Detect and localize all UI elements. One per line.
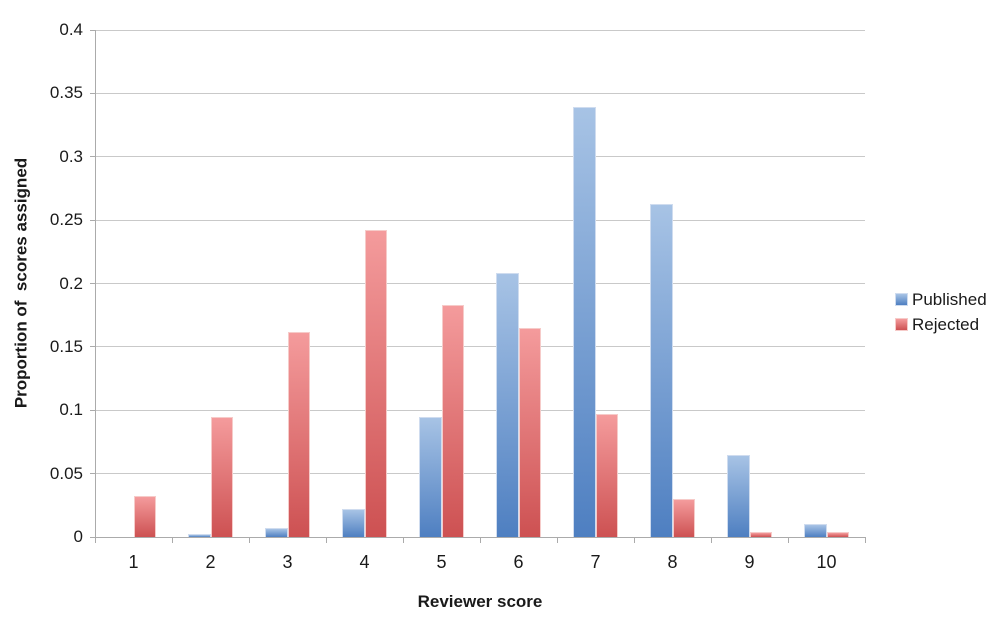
x-axis-tick <box>325 537 327 543</box>
x-axis-tick-label: 10 <box>816 552 837 572</box>
x-axis-tick <box>633 537 635 543</box>
y-axis-title: Proportion of scores assigned <box>11 157 31 409</box>
y-axis-tick <box>90 409 95 411</box>
bar-rejected-score-5 <box>441 305 464 537</box>
bar-published-score-5 <box>419 416 442 537</box>
y-axis-tick-label: 0 <box>73 527 83 546</box>
legend: Published Rejected <box>895 287 987 337</box>
x-axis-tick <box>171 537 173 543</box>
y-axis-tick <box>90 536 95 538</box>
x-axis-tick-label: 7 <box>590 552 601 572</box>
y-axis-tick <box>90 156 95 158</box>
legend-item-rejected: Rejected <box>895 312 987 337</box>
legend-swatch-rejected-icon <box>895 318 908 331</box>
x-axis-tick-label: 3 <box>282 552 293 572</box>
x-axis-tick <box>479 537 481 543</box>
y-axis-tick-label: 0.2 <box>59 273 83 293</box>
bar-published-score-6 <box>496 273 519 537</box>
x-axis-tick <box>94 537 96 543</box>
x-axis-title: Reviewer score <box>417 592 543 611</box>
y-gridline <box>95 346 865 348</box>
y-axis-tick <box>90 92 95 94</box>
legend-item-published: Published <box>895 287 987 312</box>
y-gridline <box>95 29 865 31</box>
bar-rejected-score-1 <box>133 496 156 537</box>
y-gridline <box>95 219 865 221</box>
y-axis-tick-label: 0.4 <box>59 20 83 39</box>
y-axis-tick-label: 0.3 <box>59 146 83 166</box>
bar-published-score-7 <box>573 107 596 537</box>
y-gridline <box>95 92 865 94</box>
y-axis-tick-label: 0.05 <box>49 463 83 483</box>
y-axis-tick-label: 0.15 <box>49 336 83 356</box>
legend-label-rejected: Rejected <box>912 314 980 334</box>
y-axis-tick-label: 0.35 <box>49 83 83 103</box>
y-axis-tick-label: 0.1 <box>59 400 83 420</box>
x-axis-tick-label: 6 <box>513 552 524 572</box>
y-axis-tick <box>90 346 95 348</box>
x-axis-tick <box>248 537 250 543</box>
y-axis-tick <box>90 219 95 221</box>
y-axis-line <box>94 30 96 543</box>
legend-label-published: Published <box>912 289 987 309</box>
y-gridline <box>95 156 865 158</box>
bar-published-score-2 <box>188 534 211 537</box>
bar-rejected-score-7 <box>595 414 618 537</box>
bar-rejected-score-10 <box>826 531 849 537</box>
y-gridline <box>95 409 865 411</box>
x-axis-tick-label: 2 <box>205 552 216 572</box>
x-axis-tick <box>556 537 558 543</box>
bar-published-score-9 <box>727 454 750 537</box>
y-axis-tick <box>90 29 95 31</box>
y-gridline <box>95 473 865 475</box>
x-axis-tick <box>787 537 789 543</box>
bar-rejected-score-4 <box>364 230 387 537</box>
y-axis-tick <box>90 283 95 284</box>
x-axis-tick-label: 1 <box>128 552 139 572</box>
y-axis-tick-label: 0.25 <box>49 210 83 230</box>
y-axis-tick <box>90 473 95 475</box>
legend-swatch-published-icon <box>895 293 908 306</box>
bar-rejected-score-3 <box>287 331 310 537</box>
y-gridline <box>95 283 865 284</box>
bar-rejected-score-2 <box>210 416 233 537</box>
bar-published-score-3 <box>265 528 288 537</box>
bar-rejected-score-8 <box>672 498 695 537</box>
bar-rejected-score-9 <box>749 531 772 537</box>
x-axis-tick <box>710 537 712 543</box>
x-axis-tick <box>402 537 404 543</box>
bar-published-score-10 <box>804 524 827 537</box>
bar-published-score-8 <box>650 203 673 537</box>
x-axis-tick-label: 8 <box>667 552 678 572</box>
x-axis-tick-label: 5 <box>436 552 447 572</box>
x-axis-tick-label: 9 <box>744 552 755 572</box>
bar-published-score-4 <box>342 509 365 537</box>
x-axis-tick <box>864 537 866 543</box>
x-axis-tick-label: 4 <box>359 552 370 572</box>
bar-rejected-score-6 <box>518 327 541 537</box>
